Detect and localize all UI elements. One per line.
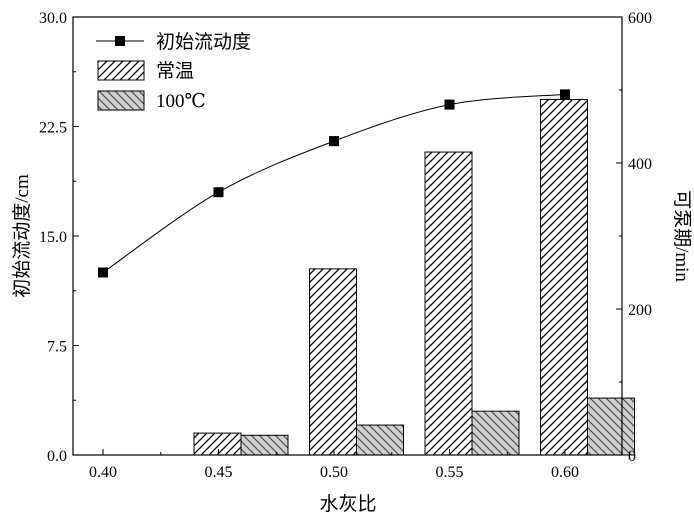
left-tick-label: 22.5 [39, 120, 67, 137]
right-tick-label: 200 [628, 302, 652, 319]
legend-label-room: 常温 [156, 60, 194, 82]
legend: 初始流动度 常温 100℃ [96, 31, 251, 112]
right-tick-label: 0 [628, 448, 636, 465]
legend-label-flow: 初始流动度 [156, 31, 251, 53]
bar-room-temp-0.60 [540, 98, 588, 456]
left-axis: 0.0 7.5 15.0 22.5 30.0 [39, 10, 79, 465]
bar-100c-0.60 [587, 397, 635, 456]
left-tick-label: 30.0 [39, 10, 67, 27]
x-tick-label: 0.55 [436, 464, 464, 481]
flow-point-0.50 [329, 136, 339, 147]
bars-layer [193, 98, 635, 456]
flow-point-0.55 [444, 99, 455, 110]
flow-point-0.40 [98, 267, 108, 278]
bar-room-temp-0.45 [193, 432, 242, 456]
left-tick-label: 7.5 [47, 339, 67, 356]
flow-line [102, 93, 566, 273]
x-axis-title: 水灰比 [319, 493, 376, 515]
x-axis: 0.40 0.45 0.50 0.55 0.60 [89, 449, 579, 481]
x-tick-label: 0.50 [320, 464, 348, 481]
x-tick-label: 0.40 [89, 464, 117, 481]
line-series-layer [98, 89, 570, 278]
legend-line-marker [115, 36, 125, 46]
left-tick-label: 15.0 [39, 229, 67, 246]
legend-label-100c: 100℃ [156, 91, 206, 112]
bar-100c-0.45 [240, 434, 289, 456]
bar-100c-0.55 [471, 410, 520, 456]
bar-100c-0.50 [356, 424, 404, 456]
flow-point-0.45 [213, 187, 224, 198]
right-axis: 0 200 400 600 [616, 10, 652, 465]
x-tick-label: 0.60 [551, 464, 579, 481]
right-tick-label: 400 [628, 156, 652, 173]
bar-room-temp-0.50 [309, 268, 357, 456]
x-tick-label: 0.45 [205, 464, 233, 481]
bar-room-temp-0.55 [424, 151, 473, 456]
right-tick-label: 600 [628, 10, 652, 27]
legend-bar-swatch-room [97, 60, 145, 81]
left-axis-title: 初始流动度/cm [11, 174, 33, 298]
legend-bar-swatch-100c [97, 90, 145, 111]
left-tick-label: 0.0 [47, 448, 67, 465]
right-axis-title: 可泵期/min [671, 190, 693, 282]
flow-point-0.60 [560, 89, 570, 100]
